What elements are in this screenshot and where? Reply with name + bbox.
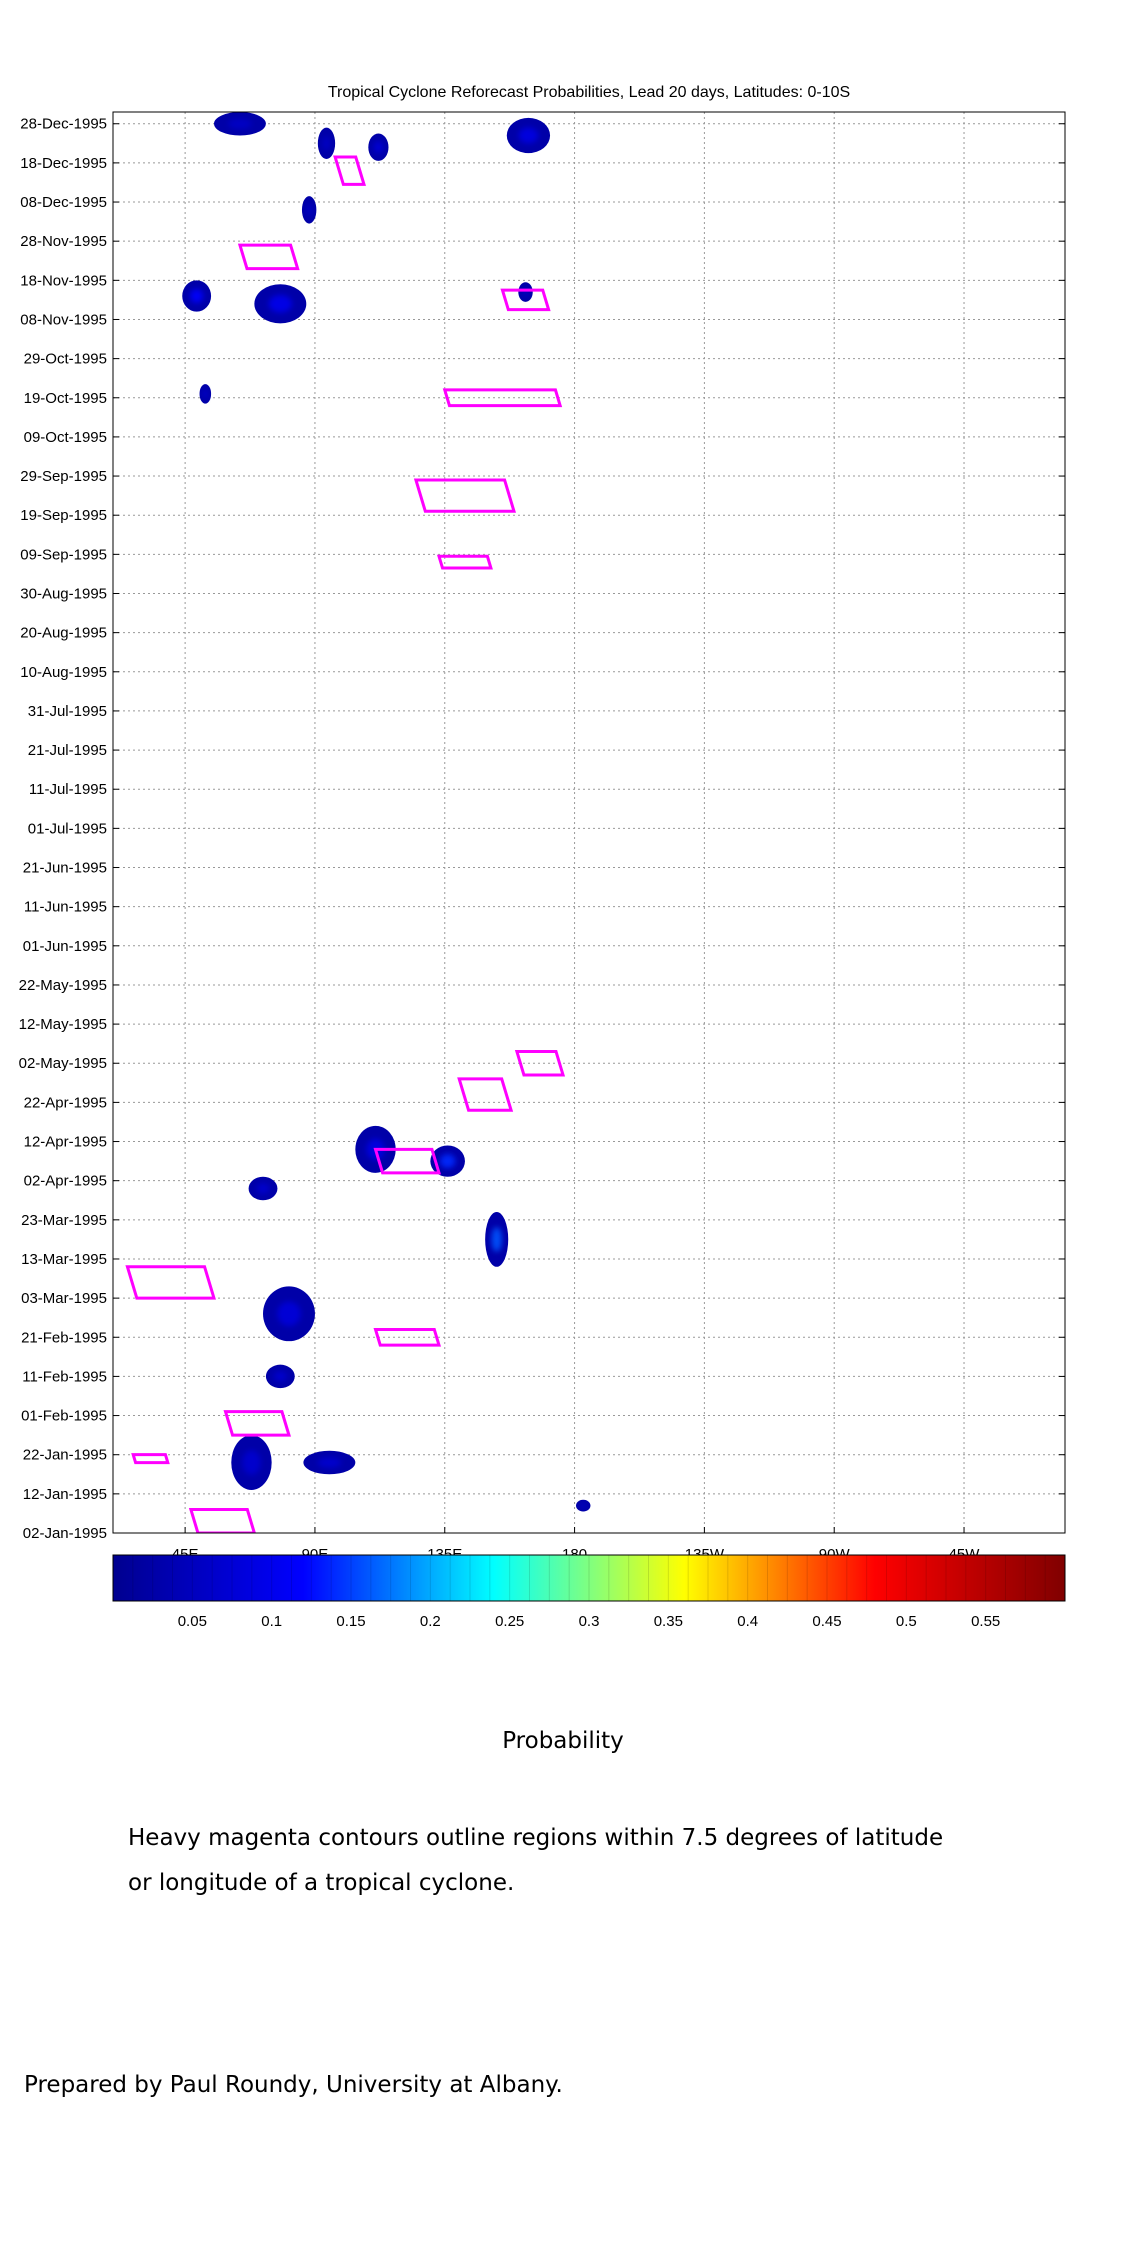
probability-core: [579, 1502, 587, 1509]
cyclone-contour: [237, 243, 300, 271]
contour-note-line-2: or longitude of a tropical cyclone.: [128, 1870, 515, 1896]
y-tick-label: 08-Nov-1995: [20, 311, 107, 328]
y-tick-label: 23-Mar-1995: [21, 1212, 107, 1229]
y-tick-label: 21-Jul-1995: [28, 742, 107, 759]
y-tick-label: 10-Aug-1995: [20, 664, 107, 681]
colorbar-tick-label: 0.35: [654, 1613, 683, 1630]
y-tick-label: 18-Dec-1995: [20, 155, 107, 172]
y-tick-label: 30-Aug-1995: [20, 585, 107, 602]
cyclone-contour: [500, 288, 551, 312]
colorbar-tick-label: 0.15: [336, 1613, 365, 1630]
y-axis: 02-Jan-1995 12-Jan-1995 22-Jan-1995 01-Feb-…: [19, 116, 1065, 1542]
probability-core: [439, 1154, 456, 1169]
probability-core: [322, 136, 331, 151]
probability-core: [202, 389, 208, 399]
tc-probability-figure: Tropical Cyclone Reforecast Probabilitie…: [19, 84, 1066, 1630]
y-tick-label: 02-Jan-1995: [23, 1525, 107, 1542]
y-tick-label: 01-Jun-1995: [23, 938, 107, 955]
colorbar-tick-label: 0.05: [178, 1613, 207, 1630]
probability-core: [491, 1227, 502, 1252]
colorbar-tick-label: 0.25: [495, 1613, 524, 1630]
colorbar-tick-label: 0.55: [971, 1613, 1000, 1630]
y-tick-label: 11-Jul-1995: [29, 781, 107, 798]
colorbar-tick-label: 0.3: [579, 1613, 600, 1630]
y-tick-label: 28-Nov-1995: [20, 233, 107, 250]
cyclone-contour: [442, 388, 563, 408]
cyclone-contour: [188, 1508, 256, 1533]
y-tick-label: 21-Jun-1995: [23, 860, 107, 877]
cyclone-contour: [373, 1327, 442, 1347]
y-tick-label: 21-Feb-1995: [21, 1329, 107, 1346]
cyclone-contours: [125, 155, 566, 1533]
probability-core: [228, 118, 252, 130]
y-tick-label: 19-Sep-1995: [20, 507, 107, 524]
cyclone-contour: [125, 1265, 216, 1300]
probability-core: [373, 141, 383, 154]
y-tick-label: 19-Oct-1995: [24, 390, 107, 407]
probability-core: [273, 1371, 287, 1382]
colorbar-tick-label: 0.45: [812, 1613, 841, 1630]
y-tick-label: 12-May-1995: [19, 1016, 107, 1033]
y-tick-label: 12-Jan-1995: [23, 1486, 107, 1503]
probability-core: [277, 1301, 301, 1327]
y-tick-label: 22-Jan-1995: [23, 1447, 107, 1464]
colorbar-tick-label: 0.1: [261, 1613, 282, 1630]
colorbar: 0.05 0.1 0.15 0.2 0.25 0.3 0.35 0.4 0.45 0.5 0.55: [112, 1554, 1066, 1630]
probability-core: [317, 1457, 342, 1468]
y-tick-label: 28-Dec-1995: [20, 116, 107, 133]
plot-frame: [112, 111, 1066, 1534]
y-tick-label: 03-Mar-1995: [21, 1290, 107, 1307]
y-tick-label: 22-May-1995: [19, 977, 107, 994]
colorbar-tick-label: 0.4: [737, 1613, 758, 1630]
y-tick-label: 09-Sep-1995: [20, 546, 107, 563]
y-tick-label: 22-Apr-1995: [24, 1094, 107, 1111]
cyclone-contour: [373, 1147, 442, 1175]
plot-area: [113, 112, 1065, 1533]
cyclone-contour: [514, 1050, 566, 1077]
colorbar-tick-label: 0.2: [420, 1613, 441, 1630]
probability-core: [305, 203, 313, 217]
contour-note-line-1: Heavy magenta contours outline regions w…: [128, 1825, 944, 1851]
y-tick-label: 02-May-1995: [19, 1055, 107, 1072]
credit-line: Prepared by Paul Roundy, University at A…: [24, 2072, 563, 2098]
cyclone-contour: [333, 155, 366, 186]
y-tick-label: 29-Sep-1995: [20, 468, 107, 485]
y-tick-label: 01-Jul-1995: [28, 820, 107, 837]
probability-core: [242, 1450, 261, 1475]
y-tick-label: 09-Oct-1995: [24, 429, 107, 446]
y-tick-label: 29-Oct-1995: [24, 351, 107, 368]
y-tick-label: 31-Jul-1995: [28, 703, 107, 720]
cyclone-contour: [223, 1410, 291, 1437]
cyclone-contour: [436, 554, 493, 570]
colorbar-ramp: [112, 1554, 1066, 1602]
grid-lines: [113, 112, 1065, 1534]
cyclone-contour: [131, 1453, 170, 1465]
y-tick-label: 11-Feb-1995: [22, 1368, 107, 1385]
probability-core: [256, 1183, 270, 1194]
colorbar-tick-label: 0.5: [896, 1613, 917, 1630]
chart-title: Tropical Cyclone Reforecast Probabilitie…: [328, 84, 850, 101]
cyclone-contour: [457, 1077, 514, 1112]
probability-core: [190, 288, 204, 304]
y-tick-label: 01-Feb-1995: [21, 1408, 107, 1425]
probability-field: [182, 112, 591, 1512]
y-tick-label: 13-Mar-1995: [21, 1251, 107, 1268]
y-tick-label: 12-Apr-1995: [24, 1134, 107, 1151]
colorbar-label: Probability: [502, 1728, 624, 1754]
cyclone-contour: [413, 478, 517, 513]
probability-core: [268, 295, 293, 313]
y-tick-label: 18-Nov-1995: [20, 272, 107, 289]
y-tick-label: 02-Apr-1995: [24, 1173, 107, 1190]
y-tick-label: 08-Dec-1995: [20, 194, 107, 211]
y-tick-label: 20-Aug-1995: [20, 625, 107, 642]
y-tick-label: 11-Jun-1995: [24, 899, 107, 916]
probability-core: [518, 127, 539, 144]
